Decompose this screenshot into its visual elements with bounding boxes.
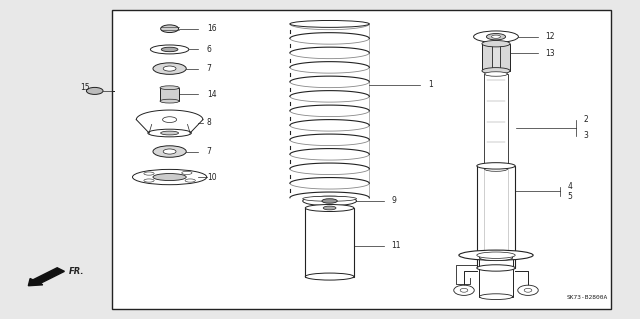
- Ellipse shape: [182, 171, 192, 174]
- Text: 14: 14: [207, 90, 216, 99]
- Text: 15: 15: [81, 83, 90, 92]
- Ellipse shape: [482, 68, 510, 74]
- FancyArrow shape: [28, 268, 65, 286]
- Bar: [484, 169, 508, 265]
- Text: 5: 5: [568, 192, 573, 201]
- Text: 1: 1: [428, 80, 433, 89]
- Ellipse shape: [163, 66, 176, 71]
- Bar: [160, 88, 179, 101]
- Ellipse shape: [479, 255, 513, 261]
- Text: 13: 13: [545, 49, 555, 58]
- Text: FR.: FR.: [69, 267, 84, 276]
- Ellipse shape: [482, 41, 510, 47]
- Ellipse shape: [303, 196, 356, 206]
- Text: 16: 16: [207, 24, 216, 33]
- Ellipse shape: [86, 87, 103, 94]
- Ellipse shape: [163, 149, 176, 154]
- Ellipse shape: [160, 86, 179, 90]
- Ellipse shape: [150, 45, 189, 54]
- Text: 6: 6: [207, 45, 212, 54]
- Ellipse shape: [303, 196, 356, 201]
- Ellipse shape: [153, 174, 186, 181]
- Ellipse shape: [144, 172, 154, 175]
- Text: 7: 7: [207, 64, 212, 73]
- Text: 11: 11: [392, 241, 401, 250]
- Ellipse shape: [459, 250, 533, 260]
- Ellipse shape: [518, 285, 538, 295]
- Text: 9: 9: [392, 197, 397, 205]
- Text: 3: 3: [584, 131, 589, 140]
- Ellipse shape: [322, 199, 337, 203]
- Bar: [482, 44, 510, 71]
- Ellipse shape: [161, 47, 178, 52]
- Ellipse shape: [486, 33, 506, 40]
- Ellipse shape: [479, 294, 513, 300]
- Ellipse shape: [477, 265, 515, 271]
- Text: 2: 2: [584, 115, 588, 124]
- Ellipse shape: [492, 35, 500, 38]
- Ellipse shape: [484, 72, 508, 76]
- Text: SK73-B2800A: SK73-B2800A: [567, 295, 608, 300]
- Bar: [484, 74, 508, 169]
- Ellipse shape: [161, 25, 179, 33]
- Ellipse shape: [185, 179, 195, 182]
- Ellipse shape: [163, 117, 177, 122]
- Bar: [492, 40, 500, 175]
- Ellipse shape: [323, 206, 336, 210]
- Bar: [305, 208, 354, 277]
- Bar: [479, 258, 513, 297]
- Ellipse shape: [305, 273, 354, 280]
- Ellipse shape: [161, 131, 179, 135]
- Ellipse shape: [474, 31, 518, 42]
- Text: 8: 8: [207, 118, 211, 127]
- Ellipse shape: [460, 288, 468, 292]
- Ellipse shape: [148, 129, 191, 137]
- Ellipse shape: [484, 167, 508, 171]
- Ellipse shape: [132, 169, 207, 185]
- Ellipse shape: [454, 285, 474, 295]
- Text: 12: 12: [545, 32, 555, 41]
- Ellipse shape: [144, 179, 154, 182]
- Ellipse shape: [477, 252, 515, 258]
- Ellipse shape: [153, 63, 186, 74]
- Ellipse shape: [477, 163, 515, 169]
- Text: 7: 7: [207, 147, 212, 156]
- Ellipse shape: [160, 99, 179, 103]
- Ellipse shape: [524, 288, 532, 292]
- Ellipse shape: [153, 146, 186, 157]
- Ellipse shape: [290, 20, 369, 27]
- Text: 4: 4: [568, 182, 573, 191]
- Bar: [477, 166, 515, 268]
- Text: 10: 10: [207, 173, 216, 182]
- Bar: [112, 10, 611, 309]
- Ellipse shape: [305, 204, 354, 211]
